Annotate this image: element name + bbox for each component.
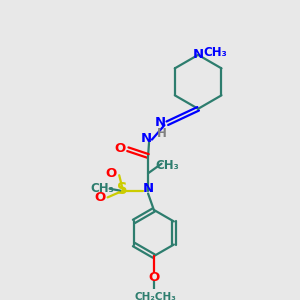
Text: CH₃: CH₃ xyxy=(204,46,227,59)
Text: N: N xyxy=(141,132,152,145)
Text: O: O xyxy=(115,142,126,155)
Text: CH₃: CH₃ xyxy=(90,182,114,195)
Text: S: S xyxy=(117,182,127,197)
Text: N: N xyxy=(142,182,154,195)
Text: O: O xyxy=(106,167,117,180)
Text: CH₃: CH₃ xyxy=(155,159,179,172)
Text: N: N xyxy=(193,48,204,62)
Text: N: N xyxy=(155,116,166,129)
Text: CH₂CH₃: CH₂CH₃ xyxy=(135,292,177,300)
Text: O: O xyxy=(94,191,106,204)
Text: H: H xyxy=(157,127,166,140)
Text: O: O xyxy=(148,271,160,284)
